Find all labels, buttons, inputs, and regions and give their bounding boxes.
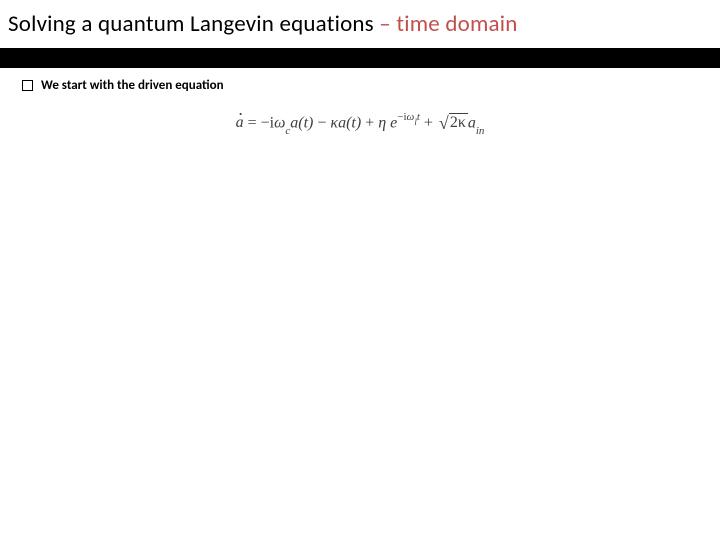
eq-adot: a — [236, 114, 244, 132]
slide-title: Solving a quantum Langevin equations – t… — [8, 10, 518, 38]
eq-minus: − — [313, 114, 330, 131]
eq-equals: = — [244, 114, 261, 131]
eq-a-t-1: a(t) — [290, 114, 313, 131]
eq-kappa1: κ — [330, 114, 338, 131]
eq-sub-c: c — [285, 125, 290, 137]
eq-exp-neg-i: −i — [397, 111, 406, 123]
eq-plus2: + — [420, 114, 437, 131]
langevin-equation: a = −iωca(t) − κa(t) + η e−iωlt + √2κain — [0, 112, 720, 135]
title-accent: – time domain — [379, 10, 517, 38]
title-bar: Solving a quantum Langevin equations – t… — [0, 0, 720, 48]
eq-omega1: ω — [274, 114, 285, 131]
eq-a-t-2: a(t) — [338, 114, 361, 131]
eq-exp-t: t — [417, 111, 420, 123]
eq-plus1: + — [361, 114, 378, 131]
eq-radicand: 2κ — [449, 113, 468, 131]
slide-root: Solving a quantum Langevin equations – t… — [0, 0, 720, 540]
bullet-text: We start with the driven equation — [41, 78, 224, 93]
eq-a-in-a: a — [468, 114, 476, 131]
eq-sqrt: √2κ — [437, 113, 468, 134]
eq-eta: η — [378, 114, 386, 131]
bullet-item: We start with the driven equation — [22, 78, 224, 93]
square-bullet-icon — [22, 80, 33, 91]
eq-neg-i: −i — [261, 114, 274, 131]
slide-body: We start with the driven equation a = −i… — [0, 68, 720, 540]
title-plain: Solving a quantum Langevin equations — [8, 10, 379, 38]
title-underline-strip — [0, 48, 720, 68]
eq-exp-sub-l: l — [414, 117, 417, 127]
radical-icon: √ — [439, 113, 449, 133]
eq-exponent: −iωlt — [397, 111, 420, 123]
eq-a-in-sub: in — [476, 125, 485, 137]
